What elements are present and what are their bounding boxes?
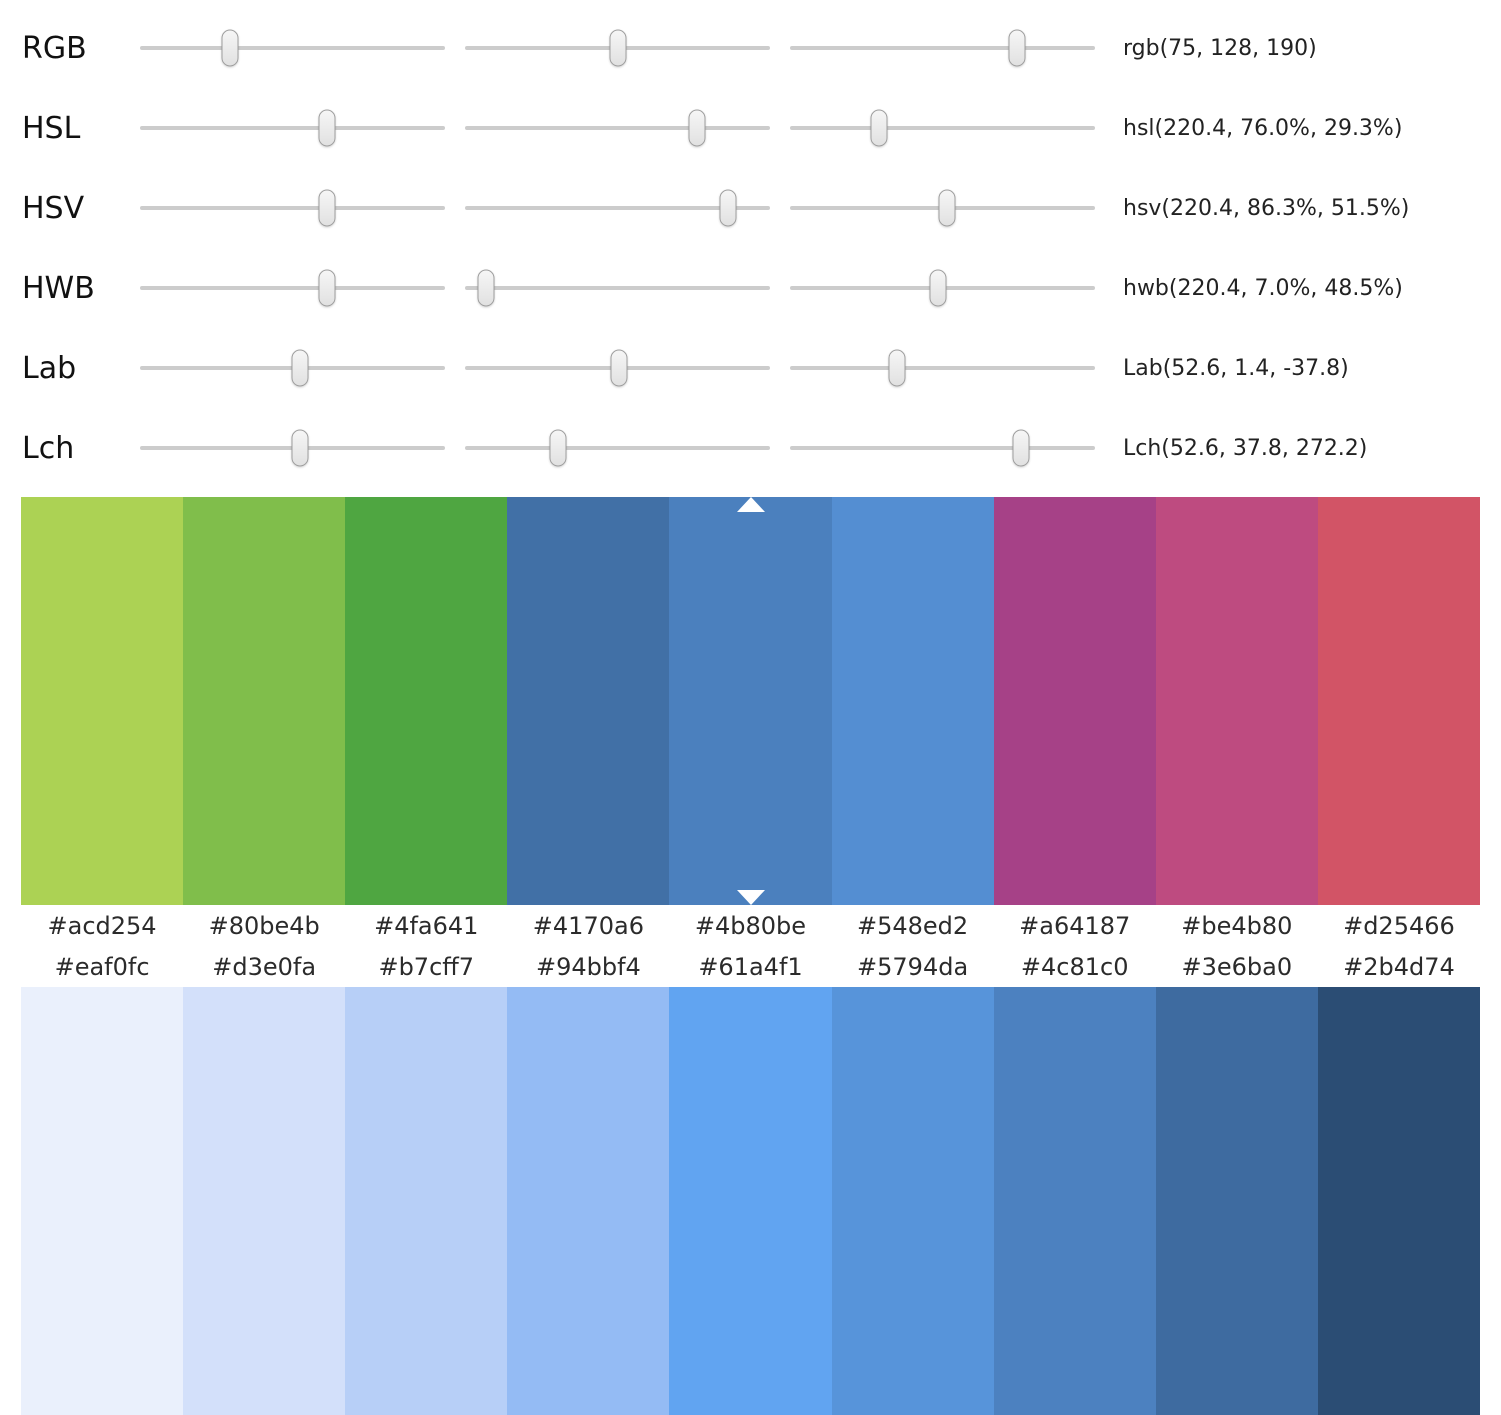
hex-label: #4b80be — [694, 911, 807, 940]
palette-swatch[interactable] — [507, 497, 670, 905]
palette-swatch[interactable] — [21, 987, 184, 1415]
slider-row-lch: Lch Lch(52.6, 37.8, 272.2) — [0, 408, 1501, 488]
palette-swatch[interactable] — [1155, 497, 1318, 905]
hsv-saturation-slider-thumb[interactable] — [719, 189, 737, 227]
color-value-text: Lab(52.6, 1.4, -37.8) — [1123, 355, 1349, 381]
lab-a-slider-thumb[interactable] — [610, 349, 628, 387]
color-value-text: hwb(220.4, 7.0%, 48.5%) — [1123, 275, 1403, 301]
hex-label: #eaf0fc — [54, 952, 150, 981]
lch-h-slider[interactable] — [790, 429, 1095, 467]
hsl-lightness-slider-thumb[interactable] — [870, 109, 888, 147]
slider-row-hsl: HSL hsl(220.4, 76.0%, 29.3%) — [0, 88, 1501, 168]
lab-b-slider-thumb[interactable] — [888, 349, 906, 387]
hwb-blackness-slider-thumb[interactable] — [929, 269, 947, 307]
lab-b-slider[interactable] — [790, 349, 1095, 387]
slider-row-label: HSL — [22, 110, 81, 146]
palette-swatch[interactable] — [21, 497, 184, 905]
hex-label: #3e6ba0 — [1181, 952, 1293, 981]
rgb-blue-slider[interactable] — [790, 29, 1095, 67]
hsv-value-slider-thumb[interactable] — [938, 189, 956, 227]
slider-row-label: Lab — [22, 350, 77, 386]
palette-swatch[interactable] — [831, 497, 994, 905]
palette-swatch[interactable] — [183, 497, 346, 905]
hex-label: #acd254 — [47, 911, 157, 940]
hex-label: #548ed2 — [857, 911, 969, 940]
palette-swatch[interactable] — [669, 497, 832, 905]
hex-label: #94bbf4 — [535, 952, 641, 981]
lch-c-slider-thumb[interactable] — [549, 429, 567, 467]
hsl-hue-slider[interactable] — [140, 109, 445, 147]
hsv-value-slider[interactable] — [790, 189, 1095, 227]
slider-row-hwb: HWB hwb(220.4, 7.0%, 48.5%) — [0, 248, 1501, 328]
hex-label: #a64187 — [1019, 911, 1131, 940]
palette-swatch[interactable] — [993, 987, 1156, 1415]
hwb-hue-slider[interactable] — [140, 269, 445, 307]
hsl-lightness-slider[interactable] — [790, 109, 1095, 147]
hwb-whiteness-slider-thumb[interactable] — [477, 269, 495, 307]
color-value-text: rgb(75, 128, 190) — [1123, 35, 1317, 61]
palette-strip-bottom — [21, 987, 1480, 1415]
palette-swatch[interactable] — [1317, 987, 1480, 1415]
hsv-saturation-slider[interactable] — [465, 189, 770, 227]
rgb-green-slider-thumb[interactable] — [609, 29, 627, 67]
hwb-whiteness-slider[interactable] — [465, 269, 770, 307]
palette-swatch[interactable] — [1155, 987, 1318, 1415]
palette-swatch[interactable] — [345, 987, 508, 1415]
lab-l-slider-thumb[interactable] — [291, 349, 309, 387]
hsl-hue-slider-thumb[interactable] — [318, 109, 336, 147]
hsv-hue-slider-thumb[interactable] — [318, 189, 336, 227]
slider-row-label: RGB — [22, 30, 87, 66]
hex-label: #4c81c0 — [1020, 952, 1129, 981]
hsl-saturation-slider[interactable] — [465, 109, 770, 147]
palette-swatch[interactable] — [993, 497, 1156, 905]
color-value-text: Lch(52.6, 37.8, 272.2) — [1123, 435, 1368, 461]
palette-swatch[interactable] — [345, 497, 508, 905]
lab-a-slider[interactable] — [465, 349, 770, 387]
hsv-hue-slider[interactable] — [140, 189, 445, 227]
rgb-blue-slider-thumb[interactable] — [1008, 29, 1026, 67]
hex-label: #be4b80 — [1181, 911, 1293, 940]
slider-row-hsv: HSV hsv(220.4, 86.3%, 51.5%) — [0, 168, 1501, 248]
palette-swatch[interactable] — [1317, 497, 1480, 905]
lch-h-slider-thumb[interactable] — [1012, 429, 1030, 467]
lch-l-slider[interactable] — [140, 429, 445, 467]
color-value-text: hsv(220.4, 86.3%, 51.5%) — [1123, 195, 1410, 221]
color-value-text: hsl(220.4, 76.0%, 29.3%) — [1123, 115, 1403, 141]
lch-c-slider[interactable] — [465, 429, 770, 467]
hwb-hue-slider-thumb[interactable] — [318, 269, 336, 307]
palette-swatch[interactable] — [507, 987, 670, 1415]
palette-strip-top — [21, 497, 1480, 905]
hex-label: #2b4d74 — [1343, 952, 1455, 981]
hex-label: #4fa641 — [374, 911, 479, 940]
hex-labels-bottom: #eaf0fc #d3e0fa #b7cff7 #94bbf4 #61a4f1 … — [21, 946, 1480, 987]
hex-label: #b7cff7 — [378, 952, 475, 981]
slider-row-label: HSV — [22, 190, 85, 226]
slider-row-label: HWB — [22, 270, 95, 306]
palette-swatch[interactable] — [669, 987, 832, 1415]
hex-label: #61a4f1 — [698, 952, 803, 981]
hex-label: #d3e0fa — [212, 952, 317, 981]
hex-label: #80be4b — [208, 911, 320, 940]
hex-label: #5794da — [857, 952, 969, 981]
hsl-saturation-slider-thumb[interactable] — [688, 109, 706, 147]
rgb-green-slider[interactable] — [465, 29, 770, 67]
rgb-red-slider[interactable] — [140, 29, 445, 67]
rgb-red-slider-thumb[interactable] — [221, 29, 239, 67]
hex-label: #4170a6 — [532, 911, 644, 940]
slider-row-label: Lch — [22, 430, 75, 466]
palette-swatch[interactable] — [183, 987, 346, 1415]
palette-swatch[interactable] — [831, 987, 994, 1415]
lab-l-slider[interactable] — [140, 349, 445, 387]
slider-panel: RGB rgb(75, 128, 190) HSL hsl(220.4, 76.… — [0, 0, 1501, 497]
hex-label: #d25466 — [1343, 911, 1455, 940]
hex-labels-top: #acd254 #80be4b #4fa641 #4170a6 #4b80be … — [21, 905, 1480, 946]
slider-row-rgb: RGB rgb(75, 128, 190) — [0, 8, 1501, 88]
slider-row-lab: Lab Lab(52.6, 1.4, -37.8) — [0, 328, 1501, 408]
lch-l-slider-thumb[interactable] — [291, 429, 309, 467]
hwb-blackness-slider[interactable] — [790, 269, 1095, 307]
